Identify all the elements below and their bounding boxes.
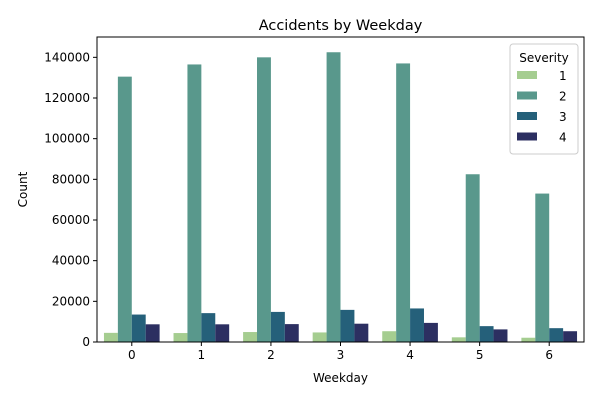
y-tick-label: 120000 [44,91,90,105]
y-tick-label: 20000 [52,294,90,308]
legend-items: 1 2 3 4 [517,69,567,145]
bar-severity-2-weekday-2 [257,57,271,342]
bar-severity-3-weekday-2 [270,311,285,342]
y-tick-label: 100000 [44,132,90,146]
x-tick-label: 5 [476,348,484,362]
bar-severity-1-weekday-0 [103,332,118,342]
bar-severity-1-weekday-3 [312,332,327,342]
bar-severity-4-weekday-3 [354,323,369,342]
bar-severity-1-weekday-6 [521,337,536,342]
bar-severity-4-weekday-1 [215,324,230,342]
legend-title: Severity [519,51,569,65]
legend-swatch-severity-4 [517,132,537,141]
y-axis-label: Count [16,171,30,207]
bar-severity-1-weekday-4 [382,331,397,342]
bar-severity-3-weekday-6 [549,328,564,342]
bar-severity-3-weekday-4 [410,308,424,342]
bar-severity-2-weekday-0 [117,76,132,343]
legend-swatch-severity-2 [517,91,537,100]
axes-layer: 0 20000 40000 60000 80000 100000 120000 140000 0… [44,36,585,362]
bar-severity-4-weekday-5 [493,329,508,342]
y-tick-label: 0 [82,335,90,349]
y-tick-label: 80000 [52,172,90,186]
x-tick-label: 4 [406,348,414,362]
bar-severity-2-weekday-1 [187,64,202,342]
bar-severity-4-weekday-6 [563,331,578,342]
bar-severity-4-weekday-0 [145,324,160,342]
legend-label-severity-1: 1 [559,69,567,83]
y-tick-label: 40000 [52,254,90,268]
x-tick-label: 1 [198,348,206,362]
bars-layer [103,52,578,343]
legend: Severity 1 2 3 4 [509,43,579,155]
bar-severity-1-weekday-2 [243,332,258,342]
bar-severity-2-weekday-4 [396,63,411,343]
y-tick-label: 60000 [52,213,90,227]
bar-severity-4-weekday-2 [284,324,299,342]
bar-severity-1-weekday-5 [451,337,466,342]
x-tick-label: 6 [545,348,553,362]
bar-severity-2-weekday-5 [465,174,480,342]
legend-label-severity-2: 2 [559,90,567,104]
bar-severity-1-weekday-1 [173,333,188,342]
legend-label-severity-4: 4 [559,131,567,145]
legend-swatch-severity-1 [517,71,537,79]
x-axis-label: Weekday [313,371,368,385]
x-tick-label: 0 [128,348,136,362]
bar-severity-3-weekday-5 [479,326,494,342]
legend-label-severity-3: 3 [559,110,567,124]
bar-severity-2-weekday-3 [326,52,341,342]
x-tick-label: 2 [267,348,275,362]
x-tick-label: 3 [337,348,345,362]
legend-swatch-severity-3 [517,112,537,120]
bar-severity-2-weekday-6 [535,193,550,342]
bar-severity-3-weekday-1 [201,313,216,342]
chart-title: Accidents by Weekday [259,18,423,34]
bar-severity-3-weekday-0 [131,314,146,342]
bar-severity-3-weekday-3 [340,309,355,342]
y-tick-label: 140000 [44,50,90,64]
bar-severity-4-weekday-4 [423,322,438,342]
